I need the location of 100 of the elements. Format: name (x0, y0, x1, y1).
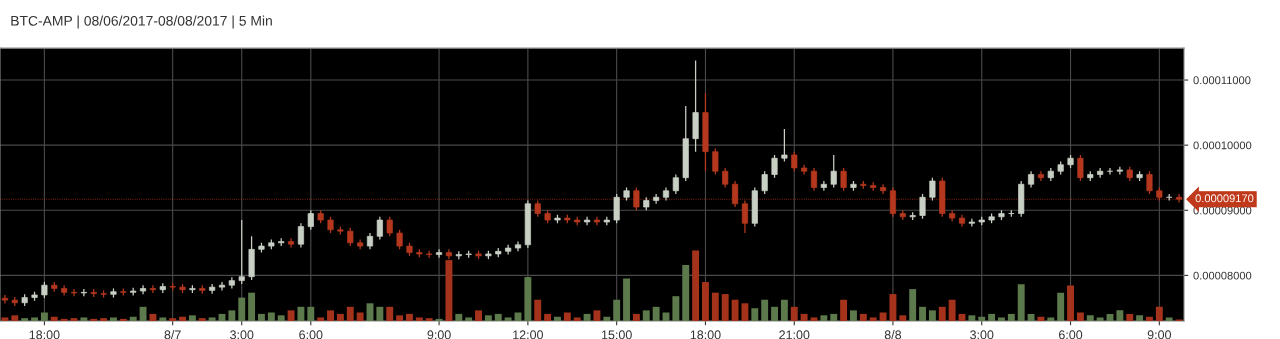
bar (307, 306, 315, 321)
bar (267, 312, 275, 321)
candlestick (929, 177, 936, 202)
bar (978, 316, 986, 321)
y-tick-label: 0.00009000 (1193, 206, 1252, 215)
bar (1146, 316, 1153, 321)
bar (31, 317, 38, 321)
bar (869, 317, 877, 321)
bar (682, 265, 690, 321)
bar (336, 313, 344, 321)
bar (1126, 313, 1134, 321)
x-tick-label: 9:00 (1147, 330, 1172, 339)
bar (455, 313, 463, 321)
candlestick (218, 281, 226, 292)
candlestick (840, 167, 847, 192)
bar (1067, 285, 1074, 321)
candlestick (810, 167, 818, 192)
x-tick-label: 18:00 (690, 330, 721, 339)
x-tick-label: 18:00 (29, 330, 60, 339)
bar (731, 299, 739, 321)
bar (228, 310, 236, 321)
bar (603, 316, 611, 321)
bar (70, 318, 78, 321)
x-tick-label: 21:00 (779, 330, 810, 339)
bar (761, 299, 769, 321)
bar (672, 296, 680, 321)
bar (277, 315, 285, 321)
bar (119, 318, 127, 321)
bar (376, 306, 384, 321)
bar (850, 310, 857, 321)
bar (1136, 315, 1144, 321)
bar (998, 317, 1005, 321)
candlestick (722, 167, 729, 189)
bar (110, 317, 117, 321)
bar (1007, 313, 1015, 321)
bar (771, 306, 778, 321)
candlestick (672, 173, 679, 195)
ref-line-label: 0.00009170 (1195, 194, 1254, 203)
bar (613, 299, 621, 321)
candlestick (396, 229, 403, 250)
bar (445, 260, 453, 321)
bar (1, 317, 9, 321)
bar (327, 310, 334, 321)
bar (11, 315, 19, 321)
candlestick (968, 218, 975, 228)
candlestick (613, 193, 620, 224)
bar (406, 313, 413, 321)
bar (494, 313, 502, 321)
bar (1086, 315, 1094, 321)
bar (297, 306, 305, 321)
candlestick (712, 147, 719, 176)
bar (1017, 284, 1025, 321)
bar (149, 313, 157, 321)
candlestick (1077, 154, 1084, 182)
x-tick-label: 3:00 (230, 330, 254, 339)
candlestick (830, 154, 837, 189)
bar (21, 318, 29, 321)
bar (563, 312, 571, 321)
candlestick (771, 154, 778, 179)
candlestick (307, 209, 314, 231)
bar (554, 316, 561, 321)
candlestick (297, 222, 304, 249)
bar (396, 315, 404, 321)
candlestick (1037, 170, 1044, 182)
bar (1155, 306, 1163, 321)
bar (544, 313, 552, 321)
bar (1027, 313, 1035, 321)
bar (800, 313, 808, 321)
bar (346, 306, 354, 321)
bar (1076, 312, 1084, 321)
candlestick (880, 183, 887, 195)
bar (919, 306, 926, 321)
bar (810, 317, 818, 321)
bar (1037, 316, 1045, 321)
bar (879, 312, 887, 321)
bar (415, 317, 423, 321)
bar (889, 294, 897, 321)
bar (484, 315, 492, 321)
bar (465, 317, 473, 321)
bar (258, 313, 265, 321)
candlestick (1, 294, 8, 305)
chart-title: BTC-AMP | 08/06/2017-08/08/2017 | 5 Min (11, 15, 272, 29)
candlestick (149, 284, 156, 294)
bar (475, 310, 482, 321)
bar (208, 317, 216, 321)
bar (435, 318, 443, 321)
candlestick (386, 216, 393, 237)
bar (198, 318, 206, 321)
bar (188, 315, 196, 321)
bar (1047, 317, 1055, 321)
bar (50, 316, 58, 321)
bar (948, 299, 956, 321)
bar (751, 308, 759, 321)
bar (642, 310, 650, 321)
bar (179, 316, 186, 321)
bar (1057, 292, 1065, 321)
bar (928, 310, 936, 321)
y-tick-label: 0.00008000 (1193, 271, 1252, 280)
bar (60, 318, 68, 321)
bar (425, 318, 433, 321)
